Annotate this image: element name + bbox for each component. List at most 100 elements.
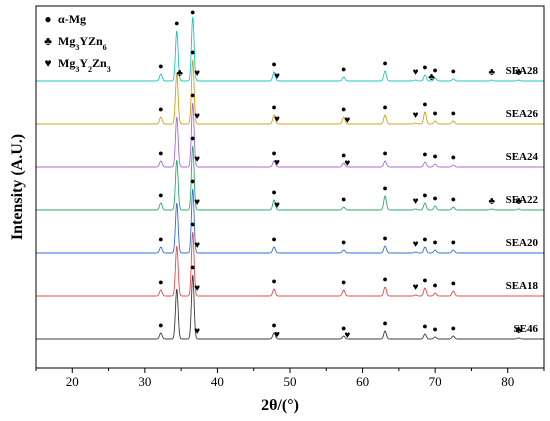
phase-marker-sea20-3: ● [271, 234, 276, 244]
phase-marker-sea18-5: ● [382, 274, 387, 284]
x-tick-label-80: 80 [501, 374, 514, 389]
legend-label-2: Mg3Y2Zn3 [58, 56, 111, 74]
phase-marker-sea26-8: ♥ [413, 110, 419, 121]
phase-marker-sea28-3: ● [190, 7, 195, 17]
phase-marker-sea24-3: ● [271, 148, 276, 158]
phase-marker-sea20-7: ● [422, 234, 427, 244]
phase-marker-sea28-13: ● [451, 66, 456, 76]
phase-marker-sea26-11: ● [451, 108, 456, 118]
legend-symbol-1: ♣ [44, 34, 52, 48]
phase-marker-sea24-5: ● [341, 150, 346, 160]
phase-marker-sea24-10: ● [451, 152, 456, 162]
phase-marker-sea28-5: ● [271, 59, 276, 69]
phase-marker-se46-4: ♥ [274, 329, 280, 340]
phase-marker-sea22-8: ● [422, 190, 427, 200]
marker-layer: ●●♣●♥●♥●●♥ ●♣● ● ♣ ♣●●♥●♥●♥●♥●● ●●●♥●♥●♥● ● ● ●●… [158, 7, 522, 341]
series-line-sea18 [36, 231, 544, 297]
phase-marker-se46-7: ● [382, 318, 387, 328]
x-tick-label-30: 30 [138, 374, 151, 389]
phase-marker-sea18-9: ● [451, 278, 456, 288]
phase-marker-sea22-11: ♣ [488, 196, 495, 207]
phase-marker-se46-5: ● [341, 323, 346, 333]
phase-marker-sea22-9: ● [432, 193, 437, 203]
series-label-sea20: SEA20 [506, 237, 539, 249]
phase-marker-sea28-7: ● [341, 64, 346, 74]
phase-marker-sea26-0: ● [158, 104, 163, 114]
series-label-sea26: SEA26 [506, 108, 539, 120]
phase-marker-sea26-4: ♥ [274, 114, 280, 125]
phase-marker-sea28-10: ● [422, 62, 427, 72]
phase-marker-sea28-0: ● [158, 61, 163, 71]
legend: ● α-Mg ♣ Mg3YZn6 ♥ Mg3Y2Zn3 [44, 12, 111, 74]
phase-marker-sea22-6: ● [382, 183, 387, 193]
phase-marker-se46-1: ● [190, 262, 195, 272]
x-tick-label-20: 20 [66, 374, 79, 389]
phase-marker-sea22-1: ● [190, 133, 195, 143]
series-line-sea20 [36, 188, 544, 254]
phase-marker-sea24-6: ♥ [344, 158, 350, 169]
series-line-se46 [36, 274, 544, 340]
phase-marker-sea20-4: ● [341, 237, 346, 247]
phase-marker-sea28-9: ♥ [413, 67, 419, 78]
phase-marker-sea18-1: ● [190, 219, 195, 229]
phase-marker-sea18-6: ♥ [413, 282, 419, 293]
phase-marker-sea26-2: ♥ [194, 111, 200, 122]
series-label-layer: SEA28 SEA26 SEA24 SEA22 SEA20 SEA18 SE46 [506, 65, 539, 335]
phase-marker-sea22-2: ♥ [194, 197, 200, 208]
phase-marker-sea22-12: ♣ [515, 196, 522, 207]
phase-marker-sea22-0: ● [158, 190, 163, 200]
plot-frame [35, 5, 545, 369]
phase-marker-sea26-7: ● [382, 102, 387, 112]
phase-marker-sea20-2: ♥ [194, 240, 200, 251]
phase-marker-sea26-10: ● [432, 108, 437, 118]
phase-marker-sea18-8: ● [432, 280, 437, 290]
series-line-sea28 [36, 16, 544, 82]
phase-marker-se46-0: ● [158, 320, 163, 330]
x-tick-label-60: 60 [356, 374, 369, 389]
phase-marker-sea28-2: ♣ [176, 68, 183, 79]
series-label-sea28: SEA28 [506, 65, 539, 77]
series-label-sea24: SEA24 [506, 151, 539, 163]
phase-marker-sea20-6: ♥ [413, 239, 419, 250]
phase-marker-se46-10: ● [451, 323, 456, 333]
phase-marker-sea20-9: ● [451, 237, 456, 247]
phase-marker-sea20-8: ● [432, 237, 437, 247]
phase-marker-sea26-5: ● [341, 104, 346, 114]
phase-marker-sea18-3: ● [271, 276, 276, 286]
phase-marker-sea26-9: ● [422, 99, 427, 109]
phase-marker-sea24-1: ● [190, 90, 195, 100]
phase-marker-sea20-5: ● [382, 233, 387, 243]
phase-marker-sea26-3: ● [271, 102, 276, 112]
series-line-sea26 [36, 59, 544, 125]
series-label-sea22: SEA22 [506, 194, 539, 206]
legend-symbol-0: ● [44, 12, 51, 26]
phase-marker-sea26-1: ● [190, 47, 195, 57]
phase-marker-se46-6: ♥ [344, 330, 350, 341]
y-axis-label: Intensity (A.U.) [9, 134, 26, 240]
legend-label-0: α-Mg [58, 12, 86, 26]
phase-marker-sea28-4: ♥ [194, 68, 200, 79]
phase-marker-sea28-15: ♣ [515, 67, 522, 78]
phase-marker-se46-2: ♥ [194, 326, 200, 337]
phase-marker-sea28-14: ♣ [488, 67, 495, 78]
x-axis-label: 2θ/(°) [261, 397, 299, 414]
x-tick-label-70: 70 [429, 374, 442, 389]
phase-marker-sea24-2: ♥ [194, 154, 200, 165]
series-label-se46: SE46 [514, 323, 539, 335]
phase-marker-sea20-0: ● [158, 234, 163, 244]
x-tick-label-40: 40 [211, 374, 224, 389]
legend-label-1: Mg3YZn6 [58, 34, 107, 52]
phase-marker-se46-11: ♣ [515, 325, 522, 336]
phase-marker-sea28-8: ● [382, 58, 387, 68]
phase-marker-sea28-11: ♣ [428, 72, 435, 83]
phase-marker-se46-3: ● [271, 320, 276, 330]
phase-marker-sea18-0: ● [158, 277, 163, 287]
phase-marker-sea22-7: ♥ [413, 196, 419, 207]
legend-symbol-2: ♥ [44, 56, 51, 70]
phase-marker-sea18-2: ♥ [194, 283, 200, 294]
series-layer [36, 16, 544, 340]
phase-marker-sea22-4: ♥ [274, 200, 280, 211]
series-line-sea22 [36, 145, 544, 211]
phase-marker-se46-9: ● [432, 324, 437, 334]
